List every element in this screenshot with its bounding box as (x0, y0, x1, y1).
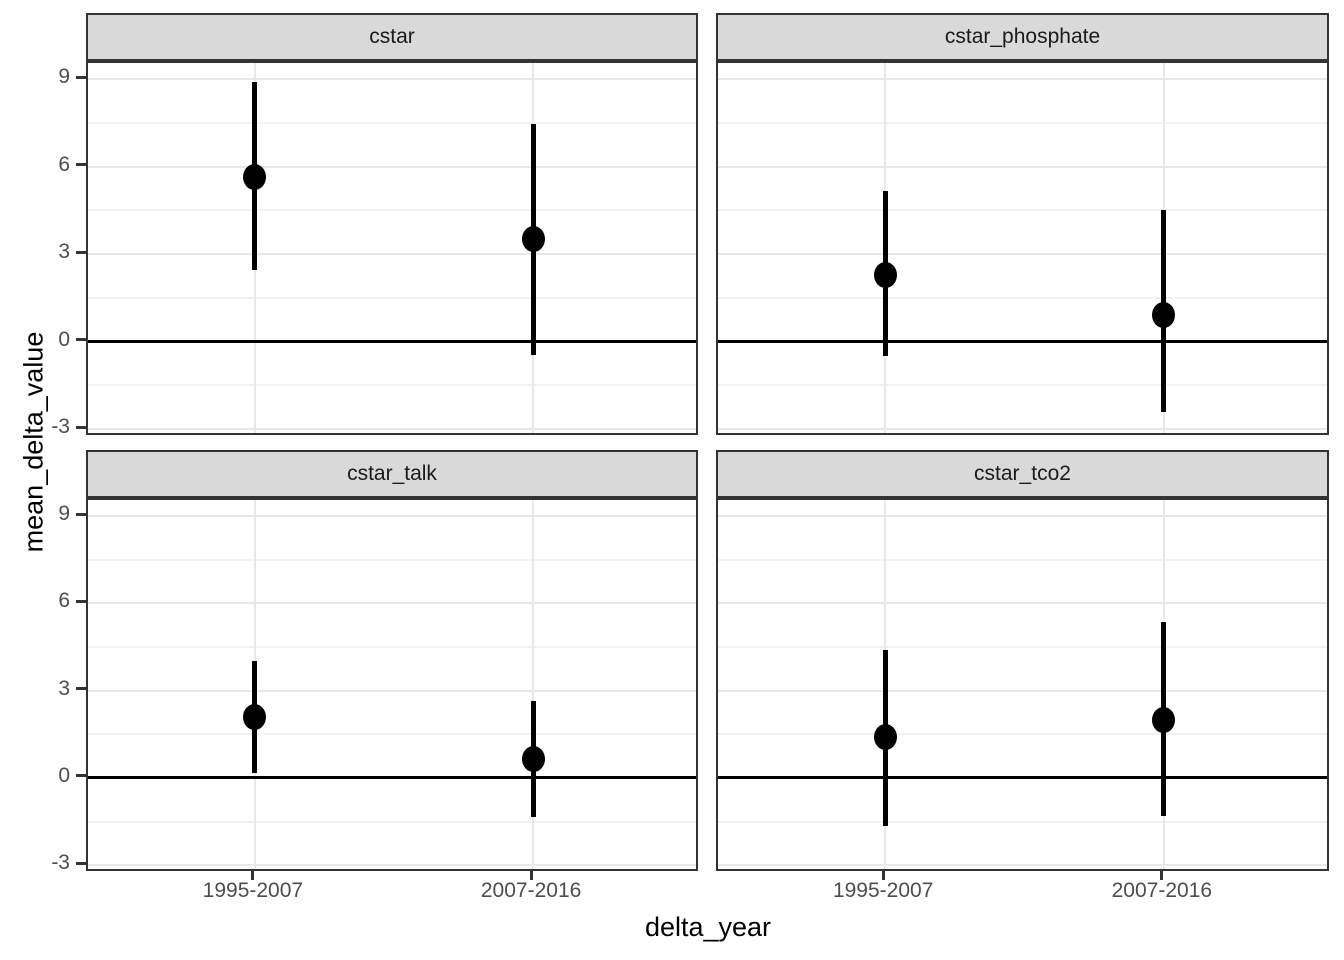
gridline-major-horizontal (718, 602, 1327, 605)
x-axis-tick-mark (529, 871, 533, 880)
facet-strip-label: cstar (369, 25, 415, 48)
facet-panel-cstar-tco2 (716, 498, 1329, 871)
y-axis-tick-mark (76, 75, 86, 79)
y-axis-tick-label: 9 (58, 65, 70, 89)
y-axis-tick-mark (76, 861, 86, 865)
gridline-major-horizontal (88, 689, 696, 692)
zero-line (88, 340, 696, 344)
gridline-minor-horizontal (718, 558, 1327, 561)
facet-strip-label: cstar_talk (347, 462, 437, 485)
data-point (243, 163, 267, 190)
y-axis-tick-mark (76, 163, 86, 167)
x-axis-tick-mark (251, 871, 255, 880)
x-axis-tick-label: 1995-2007 (832, 879, 934, 902)
gridline-minor-horizontal (718, 209, 1327, 212)
y-axis-tick-mark (76, 774, 86, 778)
facet-strip-label: cstar_phosphate (944, 25, 1101, 48)
facet-strip-label: cstar_tco2 (974, 462, 1071, 485)
x-axis-tick-label: 2007-2016 (480, 879, 582, 902)
data-point (873, 724, 897, 751)
facet-strip: cstar (86, 13, 698, 61)
facet-strip: cstar_talk (86, 450, 698, 498)
gridline-minor-horizontal (88, 733, 696, 736)
x-axis-tick-label: 1995-2007 (202, 879, 304, 902)
gridline-major-horizontal (88, 428, 696, 431)
y-axis-tick-mark (76, 338, 86, 342)
gridline-major-horizontal (88, 78, 696, 81)
gridline-minor-horizontal (88, 209, 696, 212)
facet-cstar-talk: cstar_talk (86, 450, 698, 871)
gridline-minor-horizontal (718, 733, 1327, 736)
gridline-minor-horizontal (88, 558, 696, 561)
y-axis-tick-label: 0 (58, 763, 70, 787)
zero-line (88, 776, 696, 780)
facet-cstar-phosphate: cstar_phosphate (716, 13, 1329, 435)
data-point (521, 226, 545, 253)
facet-cstar: cstar (86, 13, 698, 435)
x-axis-tick-label: 2007-2016 (1111, 879, 1213, 902)
gridline-minor-horizontal (718, 296, 1327, 299)
gridline-minor-horizontal (88, 384, 696, 387)
facet-panel-cstar-talk (86, 498, 698, 871)
y-axis-tick-label: 3 (58, 676, 70, 700)
gridline-major-horizontal (718, 78, 1327, 81)
y-axis-tick-label: 6 (58, 589, 70, 613)
y-axis-tick-mark (76, 599, 86, 603)
data-point (521, 745, 545, 772)
y-axis-tick-mark (76, 512, 86, 516)
y-axis-tick-label: 6 (58, 152, 70, 176)
gridline-major-horizontal (88, 253, 696, 256)
y-axis-tick-mark (76, 425, 86, 429)
gridline-major-horizontal (88, 864, 696, 867)
x-axis-title: delta_year (644, 912, 772, 942)
facet-cstar-tco2: cstar_tco2 (716, 450, 1329, 871)
data-point (873, 261, 897, 288)
gridline-major-horizontal (718, 428, 1327, 431)
facet-panel-cstar-phosphate (716, 61, 1329, 435)
x-axis-tick-mark (881, 871, 885, 880)
y-axis-tick-label: -3 (51, 851, 70, 875)
facet-panel-cstar (86, 61, 698, 435)
y-axis-tick-label: 3 (58, 240, 70, 264)
zero-line (718, 776, 1327, 780)
gridline-major-horizontal (88, 515, 696, 517)
gridline-minor-horizontal (88, 820, 696, 823)
gridline-major-horizontal (718, 864, 1327, 867)
gridline-minor-horizontal (718, 820, 1327, 823)
y-axis-tick-mark (76, 687, 86, 691)
y-axis-tick-mark (76, 250, 86, 254)
gridline-major-horizontal (718, 689, 1327, 692)
gridline-major-horizontal (88, 602, 696, 605)
y-axis-tick-label: -3 (51, 415, 70, 439)
gridline-minor-horizontal (718, 121, 1327, 124)
gridline-major-horizontal (718, 515, 1327, 517)
gridline-major-horizontal (88, 165, 696, 168)
x-axis-tick-mark (1160, 871, 1164, 880)
data-point (243, 703, 267, 730)
gridline-major-horizontal (718, 165, 1327, 168)
gridline-minor-horizontal (88, 645, 696, 648)
facet-strip: cstar_phosphate (716, 13, 1329, 61)
gridline-major-horizontal (718, 253, 1327, 256)
gridline-minor-horizontal (718, 384, 1327, 387)
y-axis-tick-label: 0 (58, 327, 70, 351)
zero-line (718, 340, 1327, 344)
data-point (1152, 302, 1176, 329)
data-point (1152, 706, 1176, 733)
gridline-minor-horizontal (88, 121, 696, 124)
gridline-minor-horizontal (88, 296, 696, 299)
gridline-major-vertical (532, 500, 535, 869)
facet-strip: cstar_tco2 (716, 450, 1329, 498)
y-axis-tick-label: 9 (58, 502, 70, 525)
gridline-minor-horizontal (718, 645, 1327, 648)
